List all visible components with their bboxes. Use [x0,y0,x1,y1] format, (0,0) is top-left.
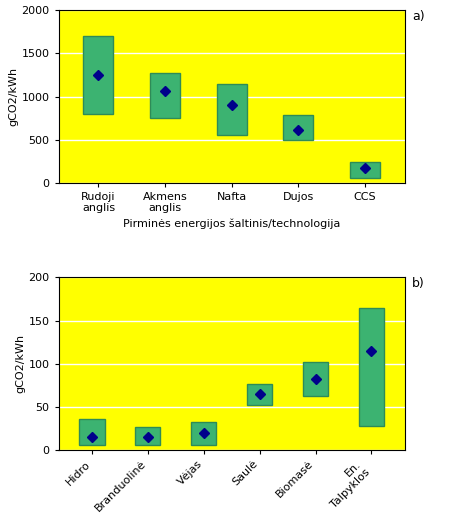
Bar [350,162,380,178]
Text: a): a) [412,10,424,23]
Bar [80,419,104,446]
Bar [150,73,180,118]
Bar [359,308,384,425]
Bar [217,84,247,135]
Bar [191,422,216,446]
Y-axis label: gCO2/kWh: gCO2/kWh [16,334,26,393]
Bar [84,36,113,114]
Text: b): b) [412,278,425,291]
Bar [247,384,272,405]
Bar [303,362,328,397]
Y-axis label: gCO2/kWh: gCO2/kWh [9,67,18,126]
Bar [284,115,313,141]
X-axis label: Pirminės energijos šaltinis/technologija: Pirminės energijos šaltinis/technologija [123,219,341,230]
Bar [135,428,161,446]
